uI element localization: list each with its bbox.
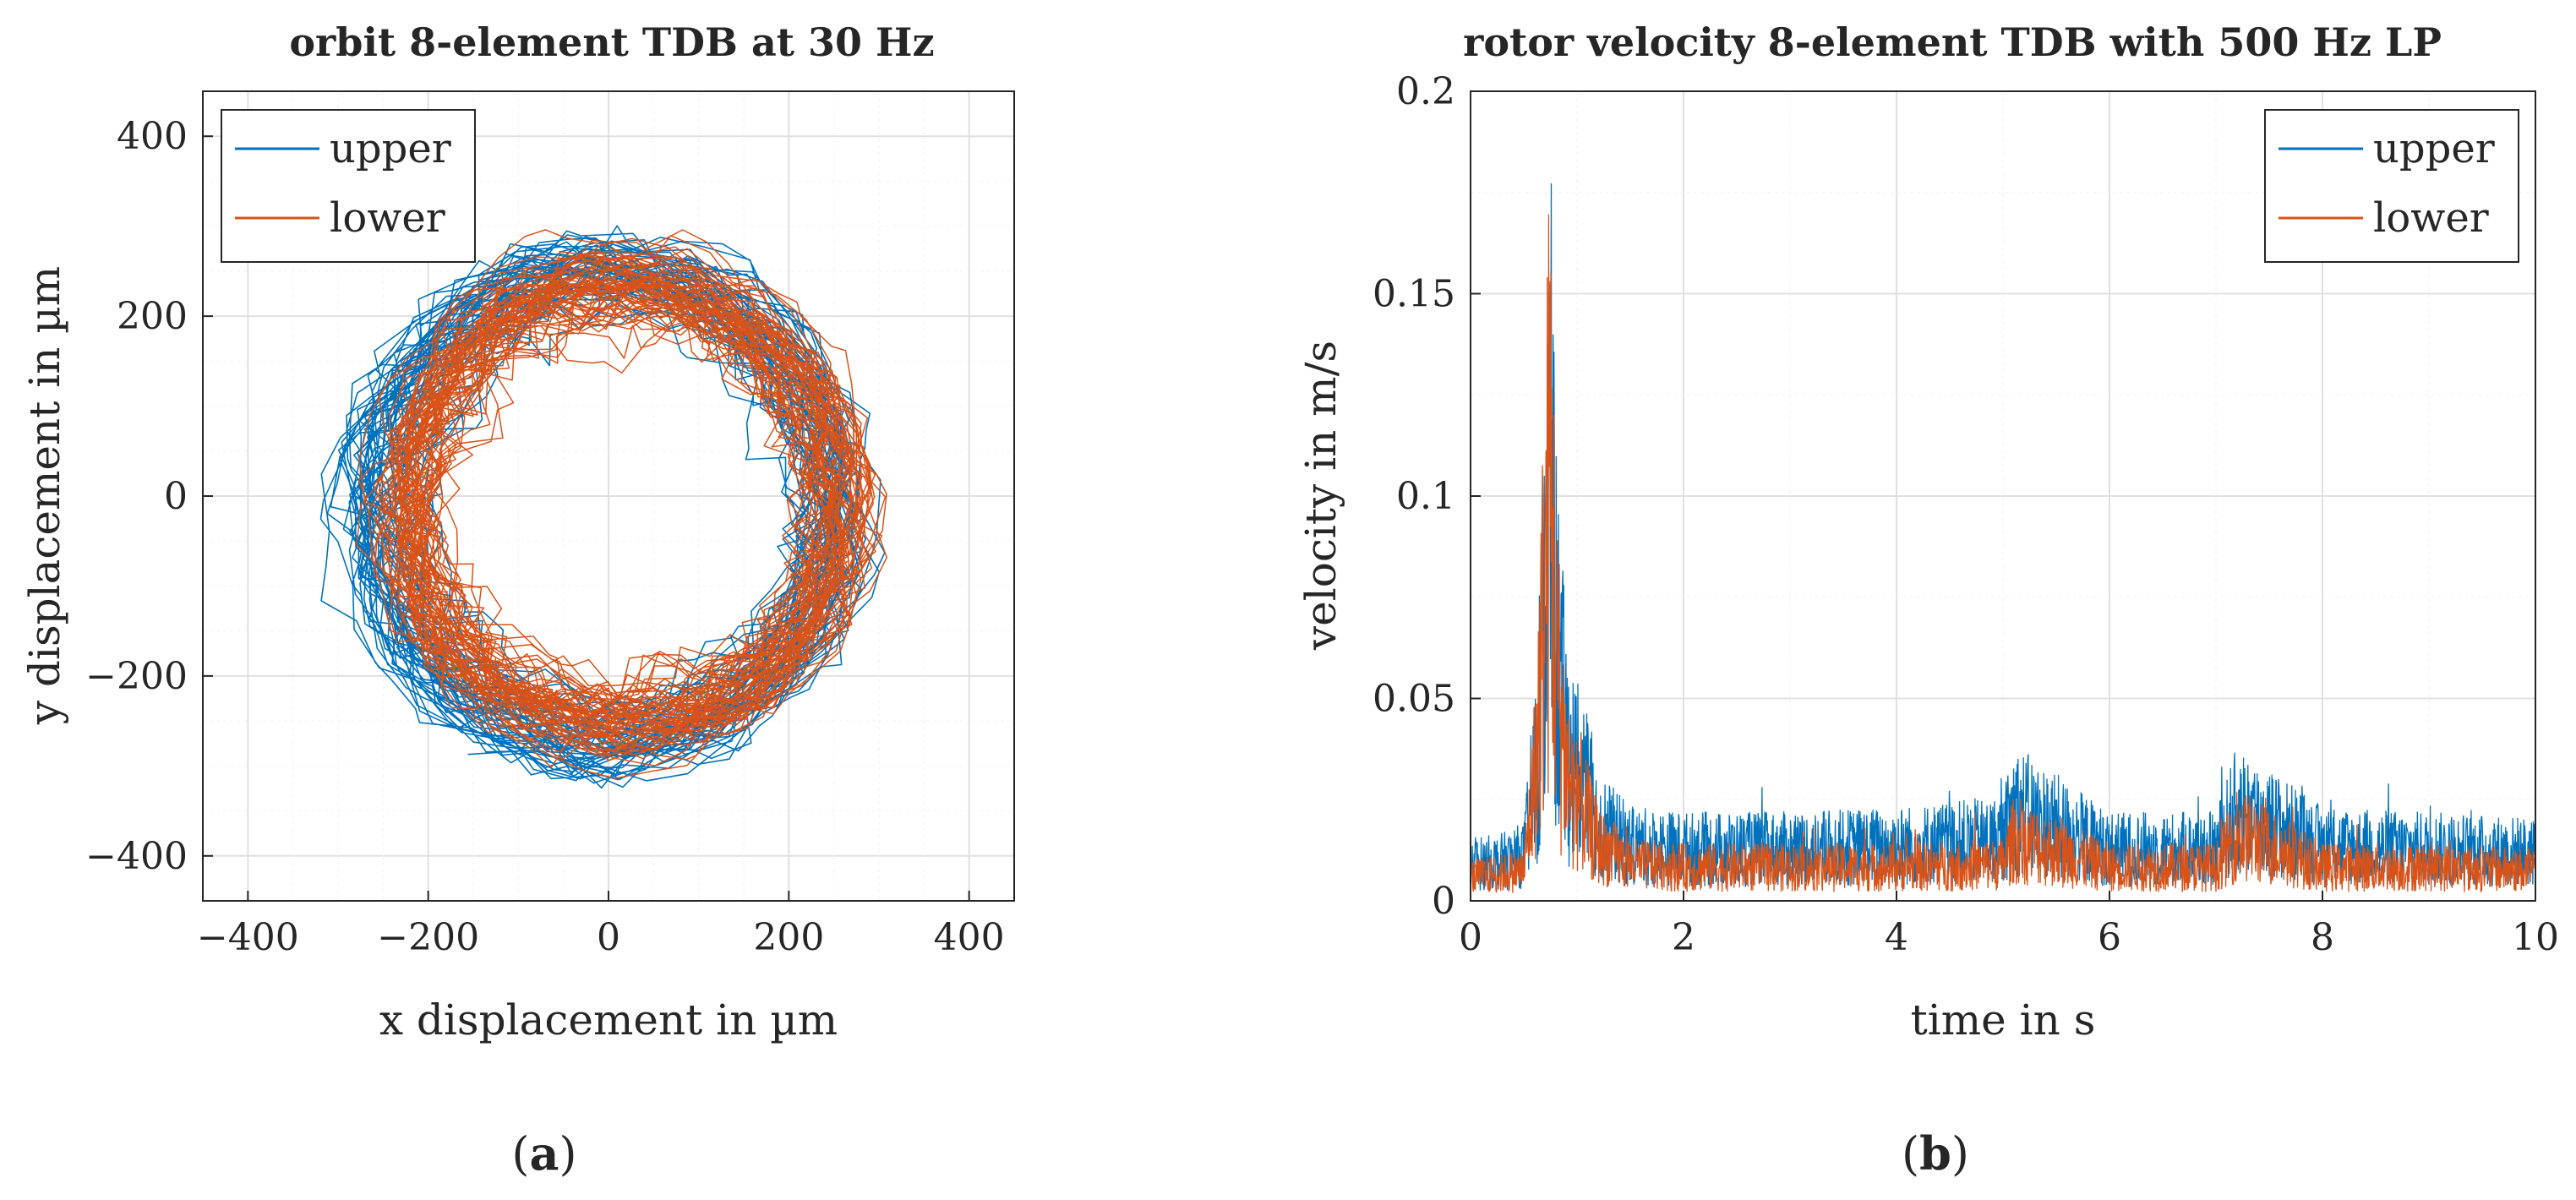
y-tick-label: 0 <box>164 475 188 518</box>
x-tick-label: 2 <box>1672 916 1695 959</box>
legend-label-lower: lower <box>2373 194 2489 242</box>
y-tick-label: −400 <box>85 835 188 878</box>
y-tick-label: 0.15 <box>1373 273 1455 316</box>
caption-a: (a) <box>511 1126 576 1181</box>
y-tick-label: 0.1 <box>1396 475 1455 518</box>
x-tick-label: 0 <box>597 916 620 959</box>
x-tick-label: 10 <box>2512 916 2559 959</box>
velocity-series-lower <box>1470 214 2536 894</box>
x-tick-label: 4 <box>1885 916 1908 959</box>
orbit-legend: upper lower <box>221 109 476 263</box>
legend-label-upper: upper <box>330 125 451 172</box>
legend-label-upper: upper <box>2373 125 2495 172</box>
x-tick-label: 6 <box>2098 916 2121 959</box>
x-tick-label: 200 <box>753 916 824 959</box>
velocity-legend: upper lower <box>2264 109 2519 263</box>
orbit-chart: orbit 8-element TDB at 30 Hz −400 −200 0 20… <box>20 19 1015 1181</box>
x-tick-label: −200 <box>377 916 479 959</box>
y-tick-label: 0 <box>1432 880 1455 923</box>
velocity-y-axis-label: velocity in m/s <box>1296 341 1345 651</box>
x-tick-label: 400 <box>934 916 1005 959</box>
velocity-chart: rotor velocity 8-element TDB with 500 Hz… <box>1296 19 2559 1181</box>
y-tick-label: 0.2 <box>1396 70 1455 113</box>
orbit-series-lower <box>356 229 888 779</box>
y-tick-label: 0.05 <box>1373 678 1455 721</box>
y-tick-label: 400 <box>117 115 188 158</box>
x-tick-label: −400 <box>197 916 299 959</box>
velocity-x-axis-label: time in s <box>1911 995 2096 1045</box>
velocity-chart-title: rotor velocity 8-element TDB with 500 Hz… <box>1463 19 2442 65</box>
orbit-x-axis-label: x displacement in µm <box>379 995 838 1045</box>
orbit-y-axis-label: y displacement in µm <box>20 266 69 725</box>
x-tick-label: 0 <box>1459 916 1482 959</box>
orbit-chart-title: orbit 8-element TDB at 30 Hz <box>289 19 934 65</box>
legend-label-lower: lower <box>330 194 445 242</box>
caption-b: (b) <box>1902 1126 1969 1181</box>
y-tick-label: 200 <box>117 295 188 338</box>
x-tick-label: 8 <box>2311 916 2334 959</box>
y-tick-label: −200 <box>85 655 188 698</box>
velocity-series-upper <box>1470 183 2536 891</box>
